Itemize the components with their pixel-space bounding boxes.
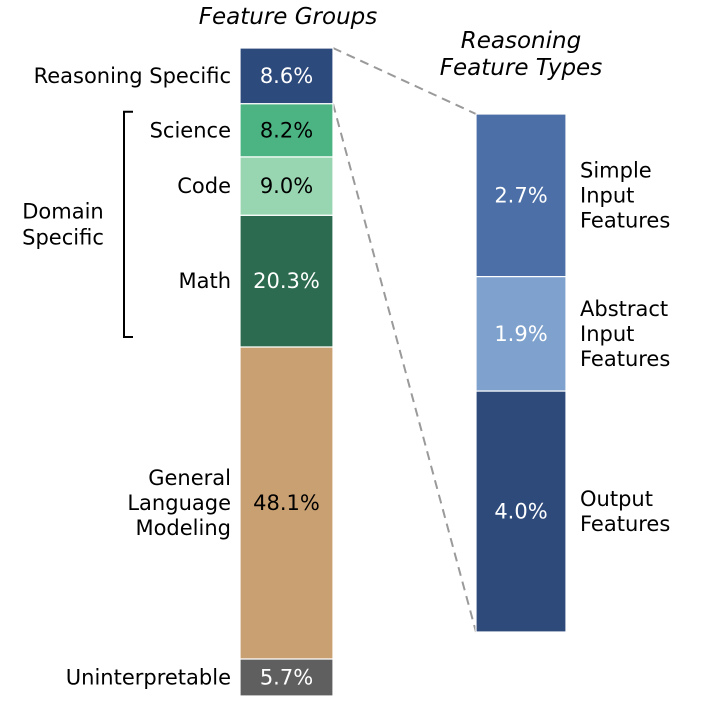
bar-segment-abstract-input-features xyxy=(475,276,567,392)
value-label-output-features: 4.0% xyxy=(494,500,547,524)
domain-specific-bracket: Domain Specific xyxy=(22,110,133,339)
segment-label-science: Science xyxy=(150,118,231,142)
value-label-uninterpretable: 5.7% xyxy=(260,666,313,690)
reasoning-types-bar: 2.7% 1.9% 4.0% xyxy=(475,113,567,633)
segment-label-math: Math xyxy=(178,269,231,293)
left-chart-title: Feature Groups xyxy=(199,4,378,30)
segment-label-uninterpretable: Uninterpretable xyxy=(66,666,231,690)
feature-groups-labels: Reasoning Specific Science Code Math General… xyxy=(34,64,231,690)
zoom-connector-lines xyxy=(332,47,477,633)
bracket-label-domain-specific: Domain Specific xyxy=(22,199,104,249)
connector-bottom xyxy=(332,103,477,633)
connector-top xyxy=(332,47,477,115)
bracket-line xyxy=(123,110,133,339)
value-label-simple-input-features: 2.7% xyxy=(494,183,547,207)
bar-segment-code xyxy=(239,156,334,216)
segment-label-simple-input-features: Simple Input Features xyxy=(580,158,670,232)
right-chart-title: Reasoning Feature Types xyxy=(440,28,602,81)
segment-label-code: Code xyxy=(177,174,231,198)
segment-label-general-language-modeling: General Language Modeling xyxy=(127,466,231,540)
reasoning-types-labels: Simple Input Features Abstract Input Features… xyxy=(580,158,670,536)
bar-segment-science xyxy=(239,103,334,158)
value-label-reasoning-specific: 8.6% xyxy=(260,64,313,88)
bar-segment-uninterpretable xyxy=(239,658,334,697)
value-label-general-language-modeling: 48.1% xyxy=(253,491,320,515)
segment-label-output-features: Output Features xyxy=(580,487,670,536)
value-label-abstract-input-features: 1.9% xyxy=(494,322,547,346)
feature-groups-bar: 8.6% 8.2% 9.0% 20.3% 48.1% 5.7% xyxy=(239,47,334,697)
value-label-science: 8.2% xyxy=(260,118,313,142)
segment-label-reasoning-specific: Reasoning Specific xyxy=(34,64,231,88)
segment-label-abstract-input-features: Abstract Input Features xyxy=(580,297,670,371)
bar-segment-output-features xyxy=(475,390,567,633)
value-label-code: 9.0% xyxy=(260,174,313,198)
value-label-math: 20.3% xyxy=(253,269,320,293)
